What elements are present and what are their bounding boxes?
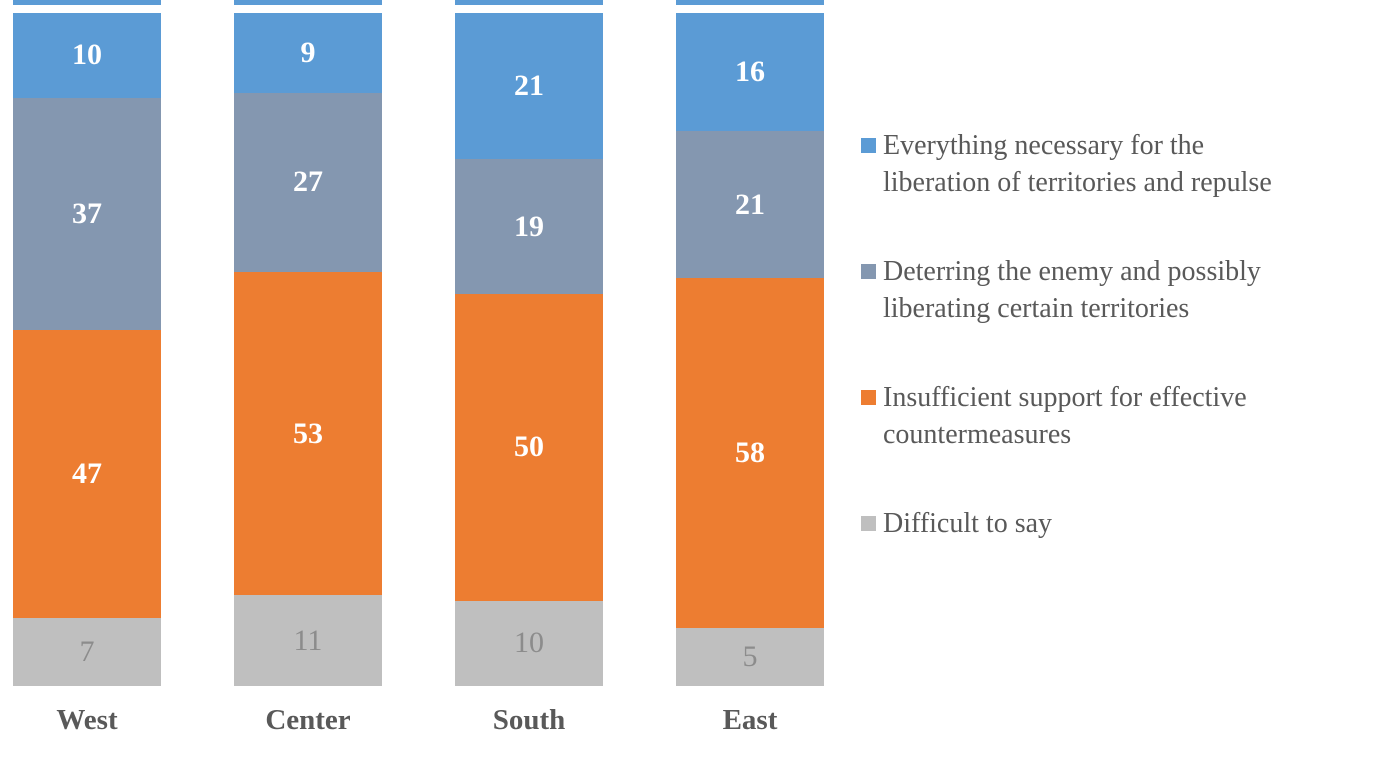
value-label: 7 xyxy=(79,634,95,668)
category-label-south: South xyxy=(492,704,566,736)
segment-center-series0: 9 xyxy=(234,13,382,93)
legend-item: Deterring the enemy and possibly liberat… xyxy=(861,253,1376,327)
bar-west: 10 37 47 7 xyxy=(13,13,161,686)
value-label: 10 xyxy=(72,38,102,72)
value-label: 19 xyxy=(514,209,544,243)
segment-west-series2: 47 xyxy=(13,330,161,618)
segment-south-series0: 21 xyxy=(455,13,603,160)
segment-south-series1: 19 xyxy=(455,159,603,295)
clipped-bar-sliver-west xyxy=(13,0,161,5)
plot-area: 10 37 47 7 9 27 53 11 21 19 50 10 16 21 58 5 xyxy=(13,13,824,686)
segment-east-series0: 16 xyxy=(676,13,824,132)
segment-center-series1: 27 xyxy=(234,92,382,273)
legend-label: Deterring the enemy and possibly liberat… xyxy=(883,256,1261,324)
segment-south-series3: 10 xyxy=(455,600,603,686)
legend-swatch-blue xyxy=(861,138,876,153)
top-clipped-bar-slivers xyxy=(13,0,824,5)
legend-swatch-grayblue xyxy=(861,264,876,279)
clipped-bar-sliver-east xyxy=(676,0,824,5)
category-label-center: Center xyxy=(265,704,351,736)
value-label: 9 xyxy=(300,35,316,69)
value-label: 21 xyxy=(735,187,765,221)
legend: Everything necessary for the liberation … xyxy=(861,127,1376,594)
value-label: 11 xyxy=(293,623,323,657)
segment-center-series3: 11 xyxy=(234,595,382,686)
value-label: 47 xyxy=(72,457,102,490)
clipped-bar-sliver-south xyxy=(455,0,603,5)
category-axis: West Center South East xyxy=(13,704,824,748)
legend-label: Insufficient support for effective count… xyxy=(883,382,1247,450)
segment-west-series0: 10 xyxy=(13,13,161,98)
segment-west-series3: 7 xyxy=(13,617,161,686)
segment-east-series2: 58 xyxy=(676,277,824,629)
value-label: 16 xyxy=(735,55,765,89)
value-label: 27 xyxy=(293,165,323,199)
segment-center-series2: 53 xyxy=(234,272,382,596)
category-label-west: West xyxy=(56,704,118,736)
segment-south-series2: 50 xyxy=(455,294,603,601)
value-label: 10 xyxy=(514,626,544,660)
value-label: 21 xyxy=(514,69,544,103)
clipped-bar-sliver-center xyxy=(234,0,382,5)
value-label: 37 xyxy=(72,197,102,231)
legend-swatch-orange xyxy=(861,390,876,405)
bar-south: 21 19 50 10 xyxy=(455,13,603,686)
legend-swatch-gray xyxy=(861,516,876,531)
legend-label: Everything necessary for the liberation … xyxy=(883,130,1272,198)
segment-west-series1: 37 xyxy=(13,97,161,331)
legend-item: Everything necessary for the liberation … xyxy=(861,127,1376,201)
category-label-east: East xyxy=(722,704,778,736)
bar-center: 9 27 53 11 xyxy=(234,13,382,686)
segment-east-series1: 21 xyxy=(676,131,824,278)
bar-east: 16 21 58 5 xyxy=(676,13,824,686)
value-label: 50 xyxy=(514,430,544,464)
value-label: 5 xyxy=(742,640,758,674)
value-label: 53 xyxy=(293,416,323,450)
legend-label: Difficult to say xyxy=(883,508,1053,539)
legend-item: Insufficient support for effective count… xyxy=(861,379,1376,453)
value-label: 58 xyxy=(735,435,765,469)
segment-east-series3: 5 xyxy=(676,628,824,686)
legend-item: Difficult to say xyxy=(861,505,1376,542)
